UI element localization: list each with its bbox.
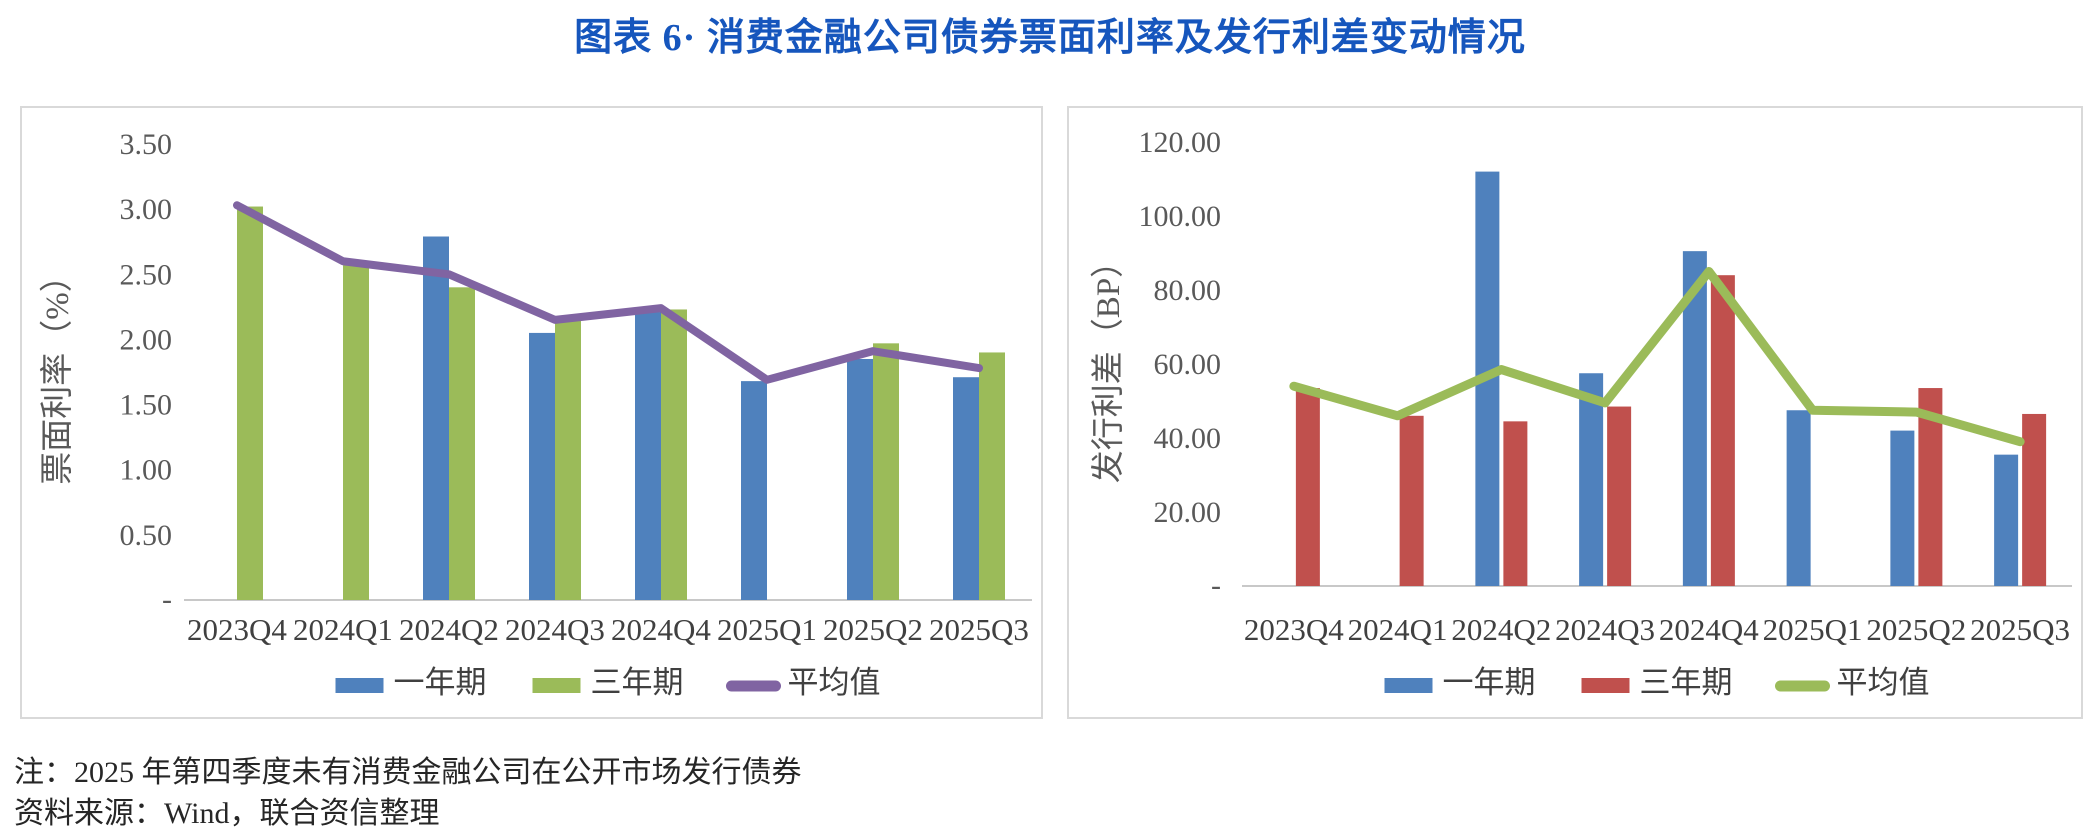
y-tick-zero-label: - [162,583,172,616]
bar-一年期-2024Q3 [529,332,555,600]
average-line [233,201,983,384]
bar-series-一年期 [423,236,979,600]
bar-三年期-2025Q2 [873,343,899,600]
bar-一年期-2025Q2 [847,358,873,600]
x-tick-label: 2025Q1 [717,612,817,647]
y-tick-label: 3.50 [120,128,173,161]
x-tick-label: 2024Q3 [1555,612,1655,647]
bar-三年期-2024Q2 [449,287,475,600]
bar-一年期-2025Q3 [1994,454,2019,586]
x-tick-label: 2025Q2 [1866,612,1966,647]
bar-三年期-2024Q1 [1399,415,1424,586]
y-tick-zero-label: - [1211,569,1221,602]
x-tick-label: 2024Q4 [1659,612,1759,647]
x-tick-label: 2024Q1 [1348,612,1448,647]
footnotes: 注：2025 年第四季度未有消费金融公司在公开市场发行债券 资料来源：Wind，… [14,752,802,834]
legend-swatch-一年期 [335,678,384,693]
bar-一年期-2024Q2 [423,236,449,600]
bar-三年期-2024Q4 [661,309,687,600]
bar-三年期-2024Q2 [1503,421,1528,586]
coupon-rate-chart: 3.50 3.00 2.50 2.00 1.50 1.00 0.50 - 票面利率（%） 2023… [39,128,1032,700]
legend-label-一年期: 一年期 [394,665,487,700]
y-tick-label: 3.00 [120,193,173,226]
x-tick-label: 2025Q3 [929,612,1029,647]
bar-一年期-2025Q2 [1890,430,1915,586]
page-title: 图表 6· 消费金融公司债券票面利率及发行利差变动情况 [574,17,1526,59]
issuance-spread-chart: 120.00 100.00 80.00 60.00 40.00 20.00 - 发行利差（BP… [1090,126,2072,700]
y-axis-title: 发行利差（BP） [1090,245,1127,483]
bar-一年期-2025Q1 [1786,410,1811,586]
y-tick-label: 80.00 [1154,274,1222,307]
bar-三年期-2023Q4 [237,206,263,600]
bar-一年期-2024Q4 [1682,251,1707,586]
y-tick-label: 120.00 [1139,126,1222,159]
legend-label-三年期: 三年期 [591,665,684,700]
y-axis-title: 票面利率（%） [39,259,76,485]
y-tick-label: 1.50 [120,389,173,422]
bar-一年期-2024Q3 [1579,373,1604,586]
legend-label-一年期: 一年期 [1443,665,1536,700]
x-tick-label: 2025Q1 [1763,612,1863,647]
y-tick-label: 2.50 [120,258,173,291]
bar-三年期-2024Q4 [1710,275,1735,586]
x-tick-label: 2024Q1 [293,612,393,647]
footnote-issuance: 注：2025 年第四季度未有消费金融公司在公开市场发行债券 [14,756,802,789]
bar-三年期-2025Q3 [979,352,1005,600]
x-tick-label: 2024Q4 [611,612,711,647]
footnote-source: 资料来源：Wind，联合资信整理 [14,797,440,830]
x-tick-label: 2024Q3 [505,612,605,647]
y-tick-label: 0.50 [120,519,173,552]
coupon-rate-chart-panel: 3.50 3.00 2.50 2.00 1.50 1.00 0.50 - 票面利率（%） 2023… [20,106,1043,719]
x-tick-label: 2023Q4 [1244,612,1344,647]
bar-三年期-2025Q3 [2022,413,2047,586]
bar-三年期-2024Q1 [343,265,369,600]
legend-label-平均值: 平均值 [788,665,881,700]
y-tick-label: 100.00 [1139,200,1222,233]
legend-swatch-一年期 [1384,678,1433,693]
y-tick-label: 40.00 [1154,422,1222,455]
x-tick-label: 2023Q4 [187,612,287,647]
bar-一年期-2025Q1 [741,381,767,600]
issuance-spread-chart-panel: 120.00 100.00 80.00 60.00 40.00 20.00 - 发行利差（BP… [1067,106,2083,719]
legend-swatch-三年期 [532,678,581,693]
bar-series-三年期 [1295,275,2047,586]
x-tick-label: 2025Q3 [1970,612,2070,647]
average-line [1289,267,2025,447]
legend-label-平均值: 平均值 [1837,665,1930,700]
x-tick-label: 2024Q2 [1451,612,1551,647]
y-tick-label: 60.00 [1154,348,1222,381]
bar-series-三年期 [237,206,1005,600]
bar-一年期-2024Q4 [635,312,661,600]
y-tick-label: 2.00 [120,323,173,356]
bar-一年期-2025Q3 [953,377,979,600]
legend-swatch-三年期 [1581,678,1630,693]
bar-三年期-2024Q3 [555,317,581,600]
bar-三年期-2024Q3 [1607,406,1632,586]
y-tick-label: 1.00 [120,454,173,487]
bar-三年期-2023Q4 [1295,388,1320,586]
x-tick-label: 2025Q2 [823,612,923,647]
x-tick-label: 2024Q2 [399,612,499,647]
legend-label-三年期: 三年期 [1640,665,1733,700]
y-tick-label: 20.00 [1154,496,1222,529]
